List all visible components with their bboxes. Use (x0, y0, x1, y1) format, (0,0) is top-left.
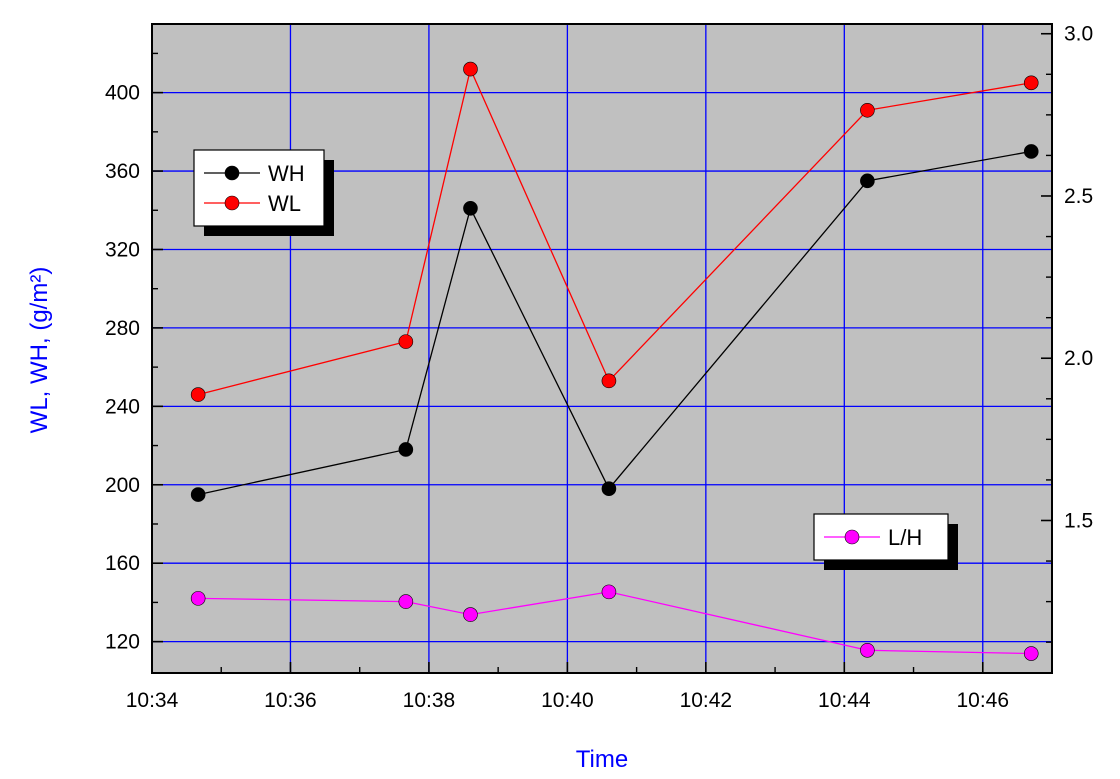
legend-box (813, 513, 949, 561)
data-point-l-h (398, 594, 414, 609)
data-point-wl (860, 102, 875, 118)
series-line-l-h (198, 591, 1032, 655)
x-tick-label: 10:36 (264, 689, 317, 712)
legend-marker-wh (224, 165, 240, 181)
y2-tick-label: 1.5 (1064, 509, 1093, 532)
series-line-wl (197, 67, 1032, 396)
series-line-wh (198, 150, 1032, 496)
legend-marker-l-h (844, 529, 860, 545)
y-tick-label: 240 (105, 395, 140, 418)
y-tick-label: 360 (105, 160, 140, 183)
legend-box (193, 149, 325, 227)
y-tick-label: 160 (105, 552, 140, 575)
plot-frame (151, 23, 1053, 674)
x-axis-title: Time (576, 746, 628, 773)
data-point-l-h (601, 584, 617, 600)
data-point-l-h (190, 591, 206, 606)
x-tick-label: 10:46 (956, 689, 1009, 712)
legend-label-l-h: L/H (888, 525, 922, 550)
data-point-wl (1023, 75, 1039, 91)
legend-marker-wl (224, 195, 240, 211)
data-point-wh (190, 487, 206, 502)
y-tick-label: 400 (105, 82, 140, 105)
y-tick-label: 120 (105, 631, 140, 654)
data-point-wl (398, 334, 414, 349)
x-tick-label: 10:40 (541, 689, 594, 712)
data-point-wl (601, 373, 617, 389)
series-layer (190, 61, 1039, 661)
data-point-l-h (860, 642, 875, 658)
y2-tick-label: 2.0 (1064, 347, 1093, 370)
data-point-l-h (463, 607, 478, 622)
data-point-wh (601, 481, 617, 496)
y2-tick-label: 2.5 (1064, 185, 1093, 208)
legend-label-wl: WL (268, 191, 301, 216)
x-tick-label: 10:44 (818, 689, 871, 712)
data-point-l-h (1023, 646, 1039, 661)
y-axis-title: WL, WH, (g/m²) (26, 267, 53, 434)
x-tick-label: 10:42 (680, 689, 733, 712)
grid-lines (151, 24, 1052, 673)
data-point-wh (398, 442, 414, 457)
legend-label-wh: WH (268, 161, 305, 186)
y-tick-label: 200 (105, 474, 140, 497)
data-point-wh (1023, 144, 1039, 159)
y-tick-label: 280 (105, 317, 140, 340)
data-point-wl (463, 61, 478, 77)
y-tick-label: 320 (105, 238, 140, 261)
data-point-wh (463, 201, 478, 216)
axes: 10:34 10:36 10:38 10:40 10:42 10:44 10:46 120 16… (105, 23, 1093, 712)
y2-tick-label: 3.0 (1064, 23, 1093, 46)
x-tick-label: 10:38 (403, 689, 456, 712)
data-point-wh (860, 173, 875, 189)
legends: WH WL L/H (193, 149, 958, 570)
plot-area (152, 24, 1052, 673)
x-tick-label: 10:34 (126, 689, 179, 712)
data-point-wl (190, 387, 206, 402)
